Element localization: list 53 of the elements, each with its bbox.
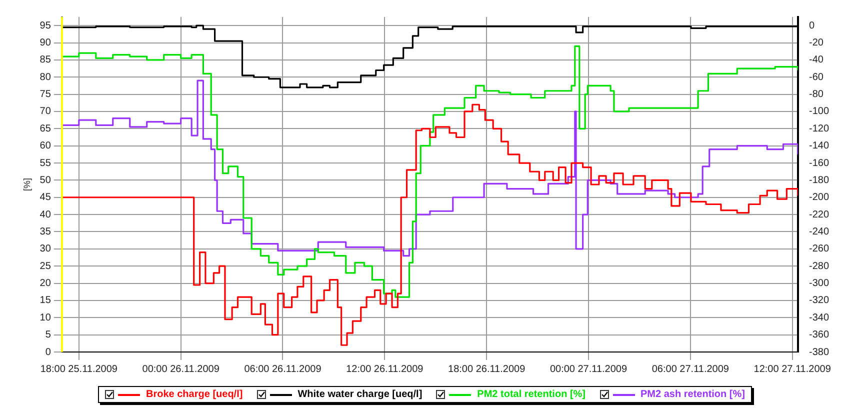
y-tick-label: 40 bbox=[40, 209, 52, 220]
y2-tick-label: -20 bbox=[808, 38, 824, 49]
y2-tick-label: -280 bbox=[808, 260, 830, 272]
y-tick-label: 30 bbox=[40, 244, 52, 255]
y2-tick-label: -360 bbox=[808, 330, 830, 341]
y2-tick-label: -120 bbox=[808, 123, 830, 134]
y-tick-label: 15 bbox=[40, 295, 52, 306]
y2-tick-label: -300 bbox=[808, 278, 830, 290]
y-tick-label: 20 bbox=[40, 278, 52, 290]
y-axis-title: [%] bbox=[22, 178, 32, 192]
y2-tick-label: -180 bbox=[808, 174, 830, 186]
y-tick-label: 80 bbox=[40, 72, 52, 83]
y-tick-label: 50 bbox=[40, 174, 52, 186]
y2-tick-label: -380 bbox=[808, 346, 830, 358]
y-tick-label: 35 bbox=[40, 226, 52, 238]
legend-label: White water charge [ueq/l] bbox=[298, 389, 422, 400]
y-tick-label: 45 bbox=[40, 192, 52, 204]
x-tick-label: 06:00 26.11.2009 bbox=[244, 364, 322, 375]
y2-tick-label: -240 bbox=[808, 226, 830, 238]
y2-tick-label: -40 bbox=[808, 54, 824, 66]
y-tick-label: 70 bbox=[40, 106, 52, 118]
legend-label: PM2 ash retention [%] bbox=[640, 389, 745, 400]
x-tick-label: 18:00 26.11.2009 bbox=[448, 364, 526, 375]
x-tick-label: 00:00 26.11.2009 bbox=[142, 364, 220, 375]
y-tick-label: 55 bbox=[40, 158, 52, 169]
y-tick-label: 75 bbox=[40, 89, 52, 100]
x-tick-label: 12:00 27.11.2009 bbox=[754, 364, 832, 375]
y-tick-label: 60 bbox=[40, 140, 52, 152]
y2-tick-label: -200 bbox=[808, 192, 830, 204]
y2-tick-label: -140 bbox=[808, 140, 830, 152]
y2-tick-label: -160 bbox=[808, 158, 830, 169]
y2-tick-label: -260 bbox=[808, 244, 830, 255]
y2-tick-label: -80 bbox=[808, 89, 824, 100]
y2-tick-label: 0 bbox=[808, 20, 815, 32]
y2-tick-label: -340 bbox=[808, 312, 830, 324]
legend-label: PM2 total retention [%] bbox=[477, 389, 586, 400]
legend-label: Broke charge [ueq/l] bbox=[146, 389, 243, 400]
x-tick-label: 06:00 27.11.2009 bbox=[652, 364, 730, 375]
y-tick-label: 90 bbox=[40, 38, 52, 49]
x-tick-label: 12:00 26.11.2009 bbox=[346, 364, 424, 375]
y2-tick-label: -100 bbox=[808, 106, 830, 118]
y-tick-label: 65 bbox=[40, 123, 52, 134]
y2-tick-label: -220 bbox=[808, 209, 830, 220]
x-tick-label: 00:00 27.11.2009 bbox=[550, 364, 628, 375]
y2-tick-label: -320 bbox=[808, 295, 830, 306]
y2-tick-label: -60 bbox=[808, 72, 824, 83]
y-tick-label: 0 bbox=[45, 346, 52, 358]
y-tick-label: 25 bbox=[40, 260, 52, 272]
y-tick-label: 5 bbox=[45, 330, 52, 341]
x-tick-label: 18:00 25.11.2009 bbox=[40, 364, 118, 375]
y-tick-label: 95 bbox=[40, 20, 52, 32]
y-tick-label: 85 bbox=[40, 54, 52, 66]
y-tick-label: 10 bbox=[40, 312, 52, 324]
